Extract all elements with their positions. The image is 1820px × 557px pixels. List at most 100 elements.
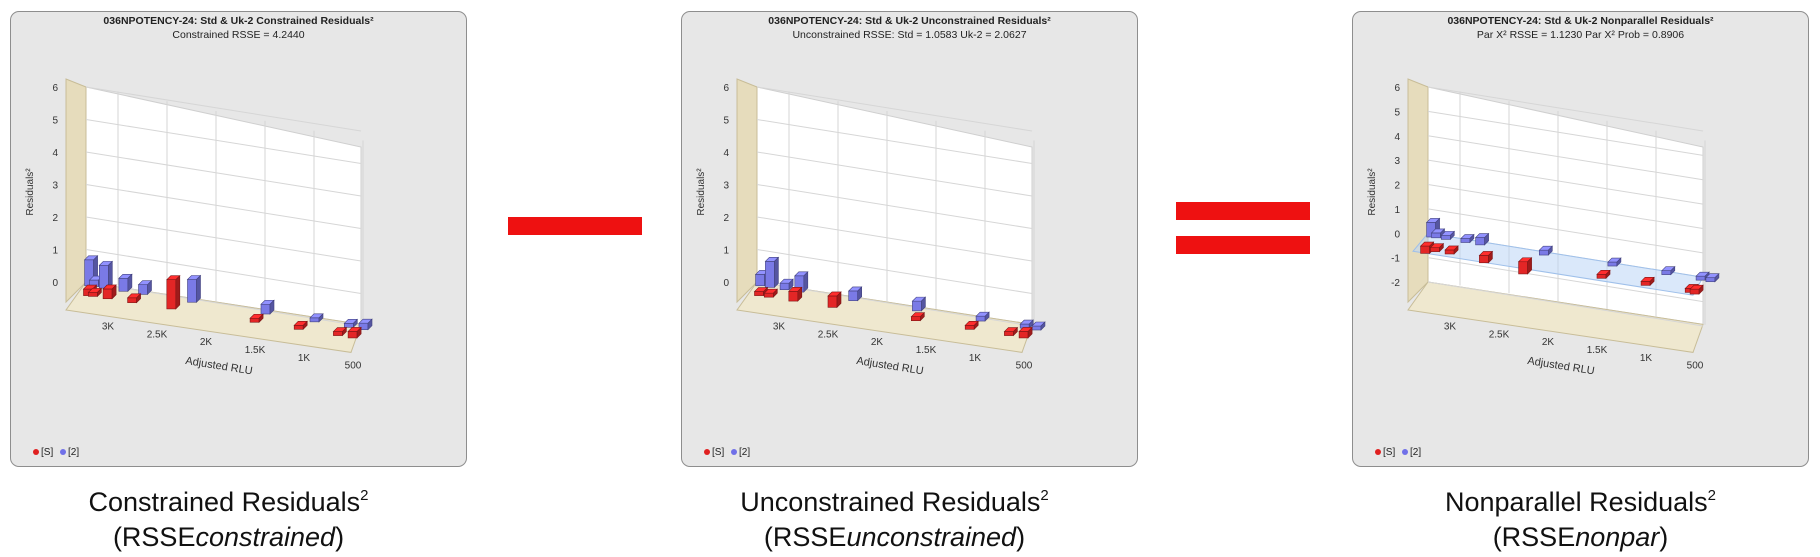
legend-label-s: [S]: [712, 447, 725, 458]
caption-em: nonpar: [1575, 522, 1660, 552]
caption-constrained: Constrained Residuals2 (RSSEconstrained): [0, 478, 457, 555]
grid-line: [1427, 281, 1704, 327]
caption-title: Constrained Residuals: [88, 487, 361, 517]
caption-paren-open: (RSSE: [112, 522, 196, 552]
bar-uk2-side: [1548, 245, 1553, 256]
bar-std-side: [797, 286, 803, 302]
bar-uk2: [794, 271, 809, 293]
legend-dot-2: [731, 448, 738, 455]
bar-uk2-side: [352, 318, 358, 329]
caption-sup: 2: [1040, 487, 1049, 504]
bar-uk2: [1474, 232, 1490, 246]
bar-std: [1444, 245, 1459, 255]
caption-paren-open: (RSSE: [1492, 522, 1576, 552]
left-wall: [1407, 78, 1429, 304]
x-tick-label: 2.5K: [818, 329, 839, 340]
grid-line: [85, 184, 362, 229]
bar-uk2-face: [1695, 275, 1706, 281]
bar-uk2-face: [187, 279, 197, 303]
floor: [736, 281, 1033, 353]
y-tick-label: -1: [1391, 254, 1400, 265]
y-tick-label: 5: [723, 116, 729, 127]
chart-panel-nonparallel: -2 -1 0 1 2 3 4 5 6 3K 2.5K 2K 1.5K 1K 500 Residuals² Ad…: [1352, 11, 1809, 467]
caption-title: Unconstrained Residuals: [740, 487, 1041, 517]
chart-subtitle: Unconstrained RSSE: Std = 1.0583 Uk-2 = …: [792, 29, 1027, 41]
chart-title: 036NPOTENCY-24: Std & Uk-2 Unconstrained…: [768, 15, 1051, 27]
bar-uk2-face: [138, 284, 148, 295]
y-tick-label: 6: [723, 83, 729, 94]
bar-std-side: [175, 274, 181, 310]
legend-dot-s: [33, 448, 39, 455]
y-tick-label: 1: [52, 246, 58, 257]
bar-std-face: [1689, 288, 1700, 295]
bar-uk2: [1440, 230, 1456, 241]
grid-line: [756, 249, 1033, 294]
grid-line: [85, 249, 362, 294]
bar-std-side: [1698, 284, 1704, 295]
bar-std: [788, 286, 803, 302]
bar-uk2: [118, 273, 133, 292]
bar-std-side: [1439, 242, 1444, 253]
bar-std-face: [1420, 245, 1430, 254]
bar-std: [1517, 257, 1533, 275]
bar-std-side: [97, 287, 102, 298]
y-tick-label: 1: [723, 246, 729, 257]
bar-uk2-face: [848, 290, 858, 301]
legend-label-2: [2]: [739, 447, 751, 458]
caption-paren-open: (RSSE: [763, 522, 847, 552]
bar-std-face: [964, 325, 975, 330]
bar-std: [293, 320, 308, 331]
x-tick-label: 3K: [773, 322, 786, 333]
chart-plot-unconstrained: 0 1 2 3 4 5 6 3K 2.5K 2K 1.5K 1K 500 Residuals² Adjust…: [696, 78, 1046, 377]
bar-std: [763, 288, 779, 298]
bar-std: [1640, 276, 1655, 287]
bar-uk2-side: [108, 260, 113, 289]
bar-uk2-side: [367, 318, 373, 331]
bar-std-face: [911, 316, 921, 321]
legend: [S] [2]: [704, 447, 750, 458]
grid-line: [85, 216, 362, 262]
caption-paren-close: ): [1016, 522, 1026, 552]
bar-std-side: [1605, 269, 1611, 280]
y-tick-label: 4: [1394, 132, 1400, 143]
bar-std-side: [836, 291, 842, 309]
bar-std-face: [1444, 249, 1455, 255]
bar-uk2: [186, 274, 202, 303]
legend-dot-s: [1375, 448, 1381, 455]
x-tick-label: 1.5K: [916, 345, 937, 356]
x-tick-label: 1K: [298, 353, 311, 364]
bar-uk2-side: [1714, 272, 1720, 283]
y-tick-label: 4: [52, 148, 58, 159]
bar-uk2-side: [921, 296, 926, 312]
bar-std-face: [166, 279, 177, 310]
y-axis-label: Residuals²: [696, 168, 707, 216]
bar-uk2-face: [1460, 238, 1471, 243]
grid-line: [756, 86, 1033, 132]
bar-uk2-face: [1031, 325, 1042, 331]
bar-std-side: [258, 313, 264, 323]
chart-panel-unconstrained: 0 1 2 3 4 5 6 3K 2.5K 2K 1.5K 1K 500 Residuals² Adjust…: [681, 11, 1138, 467]
bar-std: [964, 320, 979, 331]
bar-uk2-side: [1484, 232, 1489, 246]
bar-std-face: [1018, 331, 1029, 339]
y-tick-label: 1: [1394, 205, 1400, 216]
y-axis-label: Residuals²: [1367, 168, 1378, 216]
bar-uk2-face: [1441, 235, 1451, 240]
caption-nonparallel: Nonparallel Residuals2 (RSSEnonpar): [1352, 478, 1809, 555]
bar-std: [347, 326, 362, 339]
bar-uk2-side: [318, 313, 324, 323]
left-wall: [736, 78, 758, 304]
legend: [S] [2]: [33, 447, 79, 458]
y-tick-label: 4: [723, 148, 729, 159]
caption-unconstrained: Unconstrained Residuals2 (RSSEunconstrai…: [666, 478, 1123, 555]
bar-std-face: [347, 331, 358, 339]
bar-uk2-face: [1607, 261, 1618, 267]
legend: [S] [2]: [1375, 447, 1421, 458]
bar-uk2: [1430, 228, 1446, 239]
bar-std-face: [293, 325, 304, 330]
bar-uk2-side: [857, 286, 862, 302]
legend-dot-2: [1402, 448, 1409, 455]
bar-uk2-side: [984, 311, 990, 322]
equals-sign-top: [1176, 202, 1310, 220]
legend-label-s: [S]: [41, 447, 54, 458]
